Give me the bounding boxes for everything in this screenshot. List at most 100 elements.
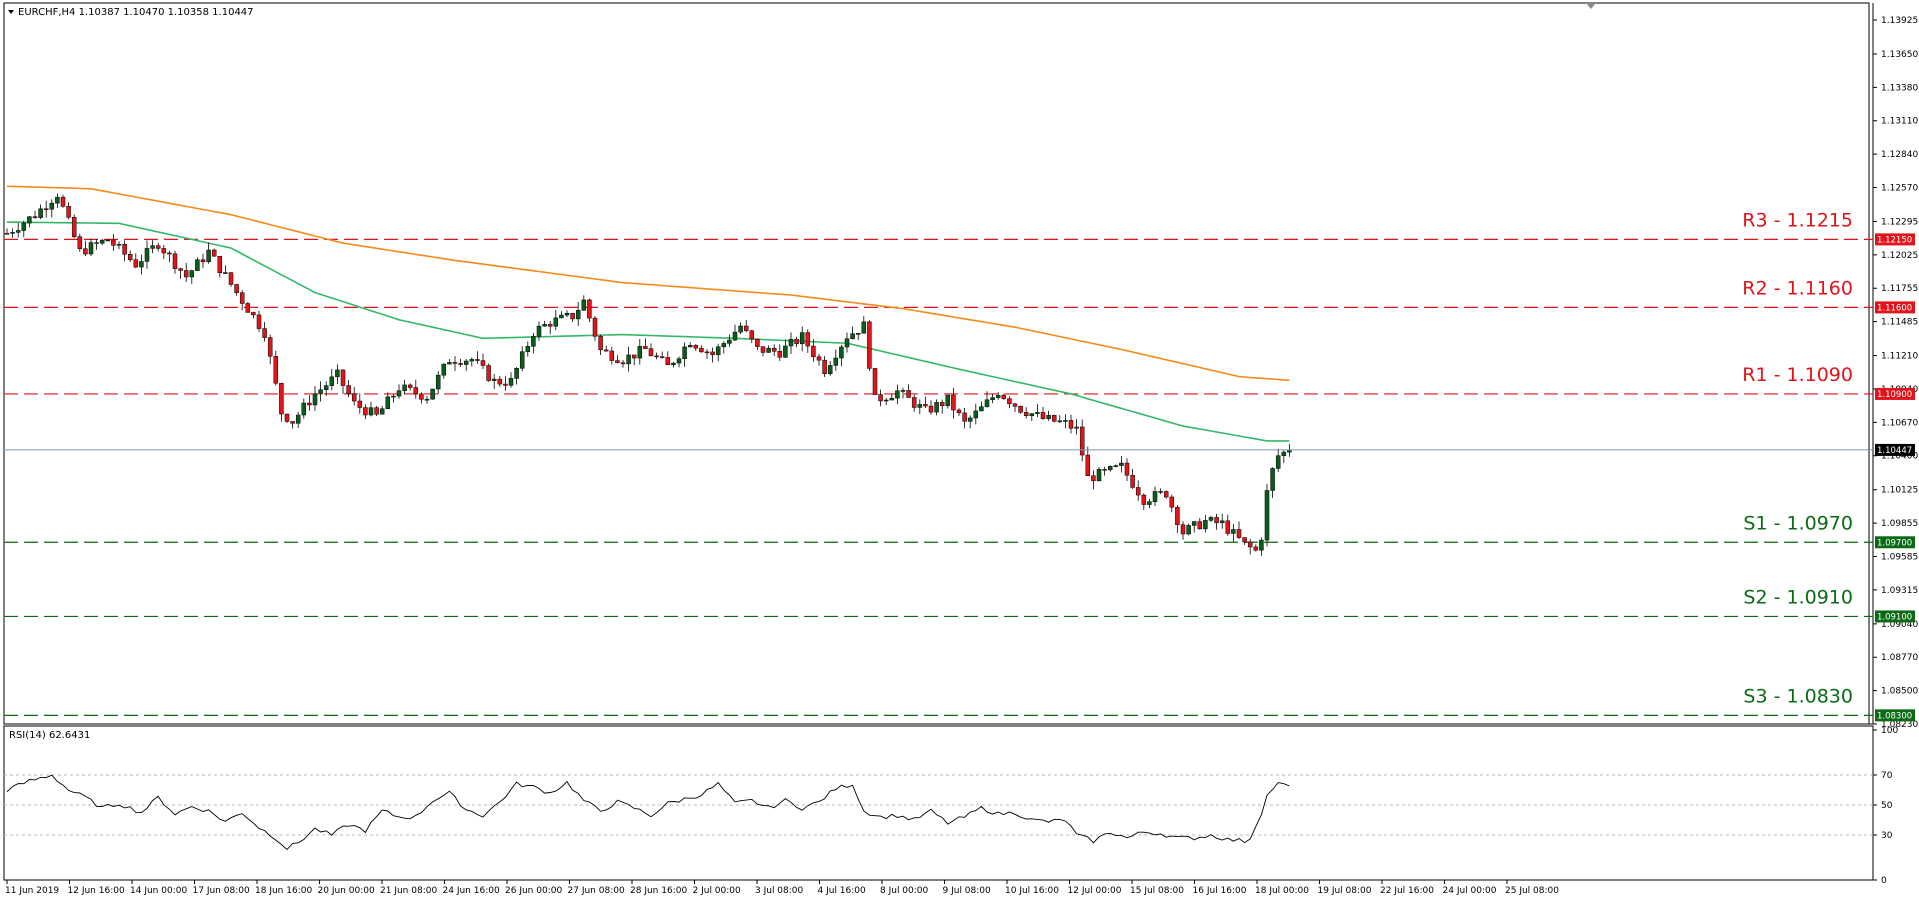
- candle-body: [867, 321, 872, 369]
- candle-body: [1135, 487, 1141, 496]
- level-label: R3 - 1.1215: [1742, 209, 1853, 231]
- candle-body: [727, 339, 732, 344]
- candle-body: [822, 359, 827, 375]
- candle-body: [279, 383, 284, 415]
- level-price-tag: [1875, 536, 1915, 549]
- candle-body: [1012, 403, 1018, 407]
- candle-body: [71, 217, 77, 237]
- candle-body: [469, 359, 475, 362]
- time-tick-label: 8 Jul 00:00: [880, 886, 929, 896]
- candle-body: [536, 325, 542, 337]
- candle-body: [1247, 541, 1253, 548]
- candle-body: [699, 347, 704, 353]
- candle-body: [844, 338, 850, 348]
- candle-body: [38, 208, 43, 218]
- candle-body: [1074, 426, 1079, 429]
- candle-body: [183, 270, 189, 278]
- candlesticks: [4, 193, 1292, 556]
- candle-body: [911, 397, 917, 408]
- candle-body: [1225, 520, 1231, 534]
- candle-body: [88, 242, 94, 255]
- candle-body: [872, 368, 878, 395]
- current-price-tag: [1875, 443, 1915, 456]
- candle-body: [503, 383, 508, 386]
- candle-body: [480, 360, 486, 366]
- candle-body: [710, 351, 715, 356]
- rsi-indicator-label: RSI(14) 62.6431: [9, 730, 90, 741]
- candle-body: [878, 394, 883, 402]
- price-tick-label: 1.08770: [1881, 653, 1918, 663]
- candle-body: [1236, 529, 1242, 538]
- candle-body: [475, 359, 480, 361]
- current-price-line: 1.10447: [4, 443, 1915, 456]
- candle-body: [1264, 490, 1270, 541]
- candle-body: [1085, 454, 1091, 476]
- candle-body: [1175, 506, 1180, 525]
- candle-body: [682, 346, 687, 359]
- candle-body: [648, 348, 654, 357]
- candle-body: [575, 310, 581, 320]
- candle-body: [463, 360, 469, 365]
- candle-body: [1203, 520, 1208, 530]
- candle-body: [60, 196, 66, 207]
- candle-body: [335, 369, 340, 378]
- candle-body: [743, 325, 749, 331]
- candle-body: [559, 314, 564, 319]
- candle-body: [609, 350, 615, 361]
- candle-body: [1051, 415, 1057, 422]
- candle-body: [1063, 420, 1068, 422]
- candle-body: [385, 396, 391, 410]
- moving-average-line: [6, 221, 1290, 442]
- candle-body: [1102, 469, 1107, 471]
- time-tick-label: 24 Jul 00:00: [1443, 886, 1497, 896]
- candle-body: [570, 313, 575, 320]
- price-tick-label: 1.13925: [1881, 16, 1918, 26]
- candle-body: [1253, 546, 1259, 551]
- candle-body: [531, 336, 536, 347]
- collapse-triangle-icon[interactable]: [8, 10, 14, 14]
- time-tick-label: 10 Jul 16:00: [1005, 886, 1059, 896]
- level-label: R2 - 1.1160: [1742, 277, 1853, 299]
- time-tick-label: 16 Jul 16:00: [1193, 886, 1247, 896]
- candle-body: [396, 390, 402, 397]
- level-price-tag: [1875, 387, 1915, 400]
- time-tick-label: 15 Jul 08:00: [1130, 886, 1184, 896]
- candle-body: [458, 363, 463, 365]
- candle-body: [4, 232, 10, 235]
- current-price-tag-text: 1.10447: [1877, 446, 1912, 456]
- rsi-panel: 100 70 50 30 0: [4, 726, 1898, 886]
- candle-body: [161, 248, 167, 254]
- candle-body: [861, 321, 867, 334]
- rsi-tick-label: 50: [1881, 801, 1893, 811]
- price-tick-label: 1.12840: [1881, 150, 1918, 160]
- candle-body: [122, 243, 127, 255]
- candle-body: [934, 402, 939, 413]
- candle-body: [995, 395, 1001, 398]
- candle-body: [620, 362, 626, 365]
- candle-body: [172, 253, 178, 269]
- price-tick-label: 1.11485: [1881, 318, 1918, 328]
- candle-body: [105, 239, 111, 242]
- candle-body: [1096, 469, 1102, 482]
- candle-body: [1035, 412, 1040, 414]
- price-tick-label: 1.10670: [1881, 418, 1918, 428]
- candle-body: [1040, 412, 1046, 419]
- candle-body: [1057, 420, 1063, 423]
- candle-body: [760, 346, 766, 353]
- candle-body: [693, 345, 699, 349]
- time-tick-label: 25 Jul 08:00: [1505, 886, 1559, 896]
- candle-body: [704, 351, 710, 354]
- symbol-info-label: EURCHF,H4 1.10387 1.10470 1.10358 1.1044…: [18, 7, 254, 18]
- shift-marker-icon[interactable]: [1586, 3, 1596, 9]
- candle-body: [217, 256, 223, 273]
- candle-body: [1152, 491, 1158, 502]
- price-tick-label: 1.12025: [1881, 251, 1918, 261]
- candle-body: [223, 272, 228, 274]
- candle-body: [284, 413, 290, 422]
- candle-body: [430, 388, 435, 400]
- candle-body: [435, 374, 441, 390]
- time-tick-label: 11 Jun 2019: [5, 886, 59, 896]
- time-tick-label: 12 Jul 00:00: [1068, 886, 1122, 896]
- time-tick-label: 27 Jun 08:00: [568, 886, 625, 896]
